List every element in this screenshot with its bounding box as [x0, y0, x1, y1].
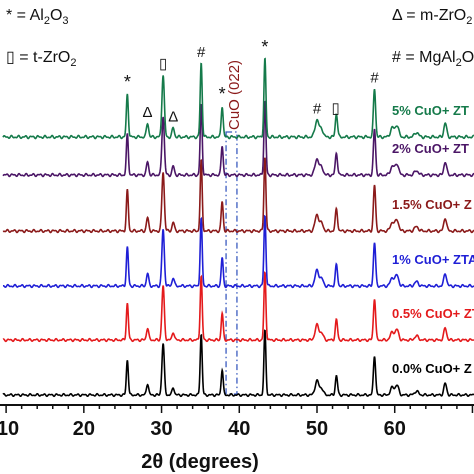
x-tick-label: 10	[0, 418, 19, 440]
series-line	[2, 100, 474, 178]
peak-markers: * Δ ▯ Δ # * * # ▯ #	[124, 37, 379, 126]
series-label: 1% CuO+ ZTA	[392, 252, 474, 267]
series-line	[2, 157, 474, 234]
series-label: 2% CuO+ ZT	[392, 141, 469, 156]
x-tick-label: 40	[228, 418, 250, 440]
x-tick-label: 20	[73, 418, 95, 440]
annotation-label: CuO (022)	[226, 60, 243, 130]
series-labels: 0.0% CuO+ Z 0.5% CuO+ ZT 1% CuO+ ZTA 1.5% C…	[392, 103, 474, 376]
legend-entry: Δ = m-ZrO2	[392, 7, 472, 27]
peak-marker: *	[261, 37, 268, 57]
peak-marker: #	[197, 44, 206, 61]
series-label: 0.5% CuO+ ZT	[392, 306, 474, 321]
peak-marker: ▯	[332, 100, 340, 117]
x-axis-label: 2θ (degrees)	[141, 451, 259, 473]
series-line	[2, 271, 474, 343]
x-tick-label: 30	[150, 418, 172, 440]
series-line	[2, 214, 474, 289]
x-tick-label: 50	[306, 418, 328, 440]
cuo-annotation: CuO (022)	[225, 60, 243, 395]
legend-entry: * = Al2O3	[6, 7, 69, 27]
series-line	[2, 329, 474, 398]
series-line	[2, 57, 474, 140]
x-tick-label: 60	[384, 418, 406, 440]
peak-marker: ▯	[159, 56, 167, 73]
series-label: 0.0% CuO+ Z	[392, 361, 472, 376]
series-layer	[2, 57, 474, 398]
legend-entry: ▯ = t-ZrO2	[6, 49, 76, 69]
peak-marker: Δ	[168, 109, 178, 126]
peak-marker: Δ	[143, 104, 153, 121]
phase-legend: * = Al2O3 ▯ = t-ZrO2 Δ = m-ZrO2 # = MgAl2O4	[6, 7, 474, 69]
legend-entry: # = MgAl2O4	[392, 49, 474, 69]
peak-marker: #	[313, 101, 322, 118]
peak-marker: *	[124, 72, 131, 92]
x-axis: 10 20 30 40 50 60	[0, 404, 474, 440]
annotation-box	[225, 131, 238, 395]
peak-marker: #	[370, 70, 379, 87]
peak-marker: *	[219, 84, 226, 104]
series-label: 5% CuO+ ZT	[392, 103, 469, 118]
series-label: 1.5% CuO+ Z	[392, 197, 472, 212]
